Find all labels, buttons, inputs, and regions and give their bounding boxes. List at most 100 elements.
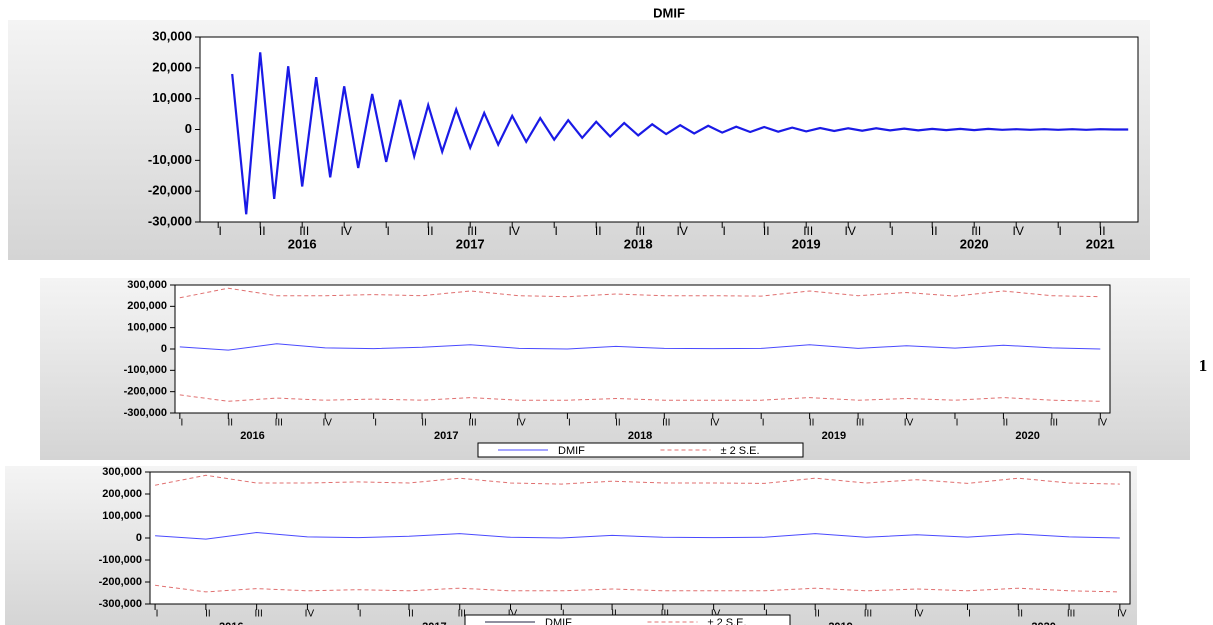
x-tick-label: I: [555, 224, 558, 238]
year-label: 2016: [288, 236, 317, 251]
x-tick-label: III: [299, 224, 309, 238]
y-tick-label: -200,000: [124, 386, 167, 398]
x-tick-label: IV: [710, 418, 720, 429]
x-tick-label: IV: [305, 609, 315, 620]
y-tick-label: 30,000: [152, 28, 192, 43]
x-tick-label: I: [156, 609, 159, 620]
x-tick-label: I: [219, 224, 222, 238]
x-tick-label: I: [374, 418, 377, 429]
x-tick-label: I: [956, 418, 959, 429]
x-tick-label: I: [1059, 224, 1062, 238]
x-tick-label: III: [254, 609, 262, 620]
year-label: 2020: [1015, 430, 1039, 442]
x-tick-label: II: [809, 418, 815, 429]
page-number: 1: [1199, 356, 1208, 375]
x-tick-label: II: [1099, 224, 1106, 238]
x-tick-label: III: [864, 609, 872, 620]
chart-panel: 300,000 200,000 100,000 0 -100,000 -200,000 -3…: [5, 466, 1137, 625]
y-tick-label: -30,000: [148, 213, 192, 228]
legend-label: ± 2 S.E.: [721, 445, 760, 457]
x-tick-label: III: [275, 418, 283, 429]
x-tick-label: IV: [904, 418, 914, 429]
data-line: [179, 287, 1101, 299]
y-tick-label: -200,000: [99, 576, 142, 588]
year-label: 2019: [792, 236, 821, 251]
y-tick-label: 300,000: [127, 279, 167, 291]
data-line: [231, 52, 1129, 215]
x-tick-label: II: [421, 418, 427, 429]
plot-area: [174, 284, 1111, 414]
y-tick-label: 200,000: [127, 300, 167, 312]
x-tick-label: I: [891, 224, 894, 238]
legend-label: ± 2 S.E.: [708, 617, 747, 625]
data-line: [155, 474, 1120, 486]
x-tick-label: I: [359, 609, 362, 620]
x-tick-label: II: [408, 609, 414, 620]
x-tick-label: III: [468, 418, 476, 429]
legend-label: DMIF: [558, 445, 585, 457]
year-label: 2020: [960, 236, 989, 251]
x-tick-label: II: [427, 224, 434, 238]
y-tick-label: -10,000: [148, 152, 192, 167]
year-label: 2017: [434, 430, 458, 442]
x-tick-label: III: [662, 418, 670, 429]
data-line: [155, 531, 1120, 540]
x-tick-label: II: [259, 224, 266, 238]
year-label: 2019: [828, 621, 852, 625]
x-tick-label: IV: [711, 609, 721, 620]
x-tick-label: IV: [322, 418, 332, 429]
y-tick-label: 100,000: [102, 510, 142, 522]
x-tick-label: III: [1067, 609, 1075, 620]
y-tick-label: 0: [161, 343, 167, 355]
x-tick-label: IV: [508, 609, 518, 620]
year-label: 2021: [1086, 236, 1115, 251]
y-tick-label: 100,000: [127, 322, 167, 334]
chart-panel: 300,000 200,000 100,000 0 -100,000 -200,000 -3…: [40, 278, 1190, 460]
chart-panel: DMIF 30,000 20,000 10,000 0 -10,000 -20,000 -30…: [8, 5, 1150, 260]
year-label: 2020: [1031, 621, 1055, 625]
year-label: 2018: [624, 236, 653, 251]
x-tick-label: II: [595, 224, 602, 238]
year-label: 2017: [422, 621, 446, 625]
y-tick-label: -300,000: [99, 598, 142, 610]
x-tick-label: III: [635, 224, 645, 238]
chart-title: DMIF: [653, 5, 685, 20]
year-label: 2017: [456, 236, 485, 251]
x-tick-label: III: [856, 418, 864, 429]
x-tick-label: II: [611, 609, 617, 620]
x-tick-label: IV: [509, 224, 520, 238]
x-tick-label: I: [765, 609, 768, 620]
x-tick-label: IV: [1117, 609, 1127, 620]
x-tick-label: IV: [516, 418, 526, 429]
x-tick-label: I: [568, 418, 571, 429]
x-tick-label: IV: [914, 609, 924, 620]
x-tick-label: III: [661, 609, 669, 620]
x-tick-label: III: [803, 224, 813, 238]
x-tick-label: I: [762, 418, 765, 429]
year-label: 2019: [822, 430, 846, 442]
year-label: 2016: [240, 430, 264, 442]
y-tick-label: 300,000: [102, 466, 142, 478]
x-tick-label: II: [814, 609, 820, 620]
x-tick-label: IV: [677, 224, 688, 238]
plot-area: [149, 471, 1131, 605]
y-tick-label: -100,000: [124, 364, 167, 376]
y-tick-label: 0: [136, 532, 142, 544]
y-tick-label: -300,000: [124, 407, 167, 419]
year-label: 2016: [219, 621, 243, 625]
y-tick-label: 20,000: [152, 59, 192, 74]
legend-box: [464, 614, 791, 625]
x-tick-label: III: [1050, 418, 1058, 429]
x-tick-label: II: [931, 224, 938, 238]
x-tick-label: IV: [341, 224, 352, 238]
legend-box: [477, 442, 804, 458]
data-line: [179, 343, 1101, 351]
x-tick-label: III: [971, 224, 981, 238]
y-tick-label: -100,000: [99, 554, 142, 566]
x-tick-label: IV: [1013, 224, 1024, 238]
x-tick-label: I: [562, 609, 565, 620]
y-tick-label: 0: [185, 121, 192, 136]
y-tick-label: 10,000: [152, 90, 192, 105]
